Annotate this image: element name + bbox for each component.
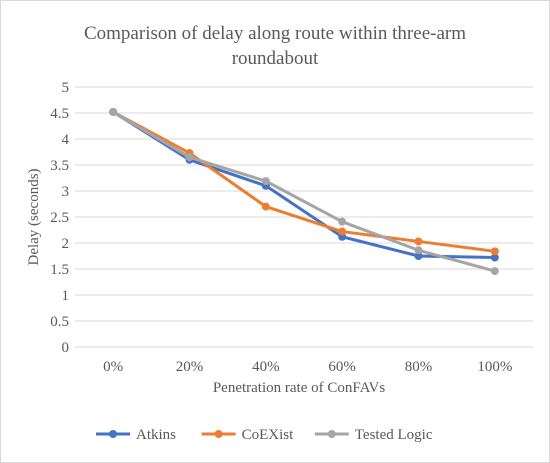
data-point (338, 227, 347, 236)
legend: Atkins CoEXist Tested Logic (96, 427, 433, 443)
chart-title-line-2: roundabout (232, 48, 319, 69)
y-tick-label: 3 (62, 184, 70, 200)
x-tick-label: 0% (103, 359, 123, 375)
y-tick-label: 3.5 (50, 158, 69, 174)
data-point (414, 246, 423, 255)
data-point (414, 252, 423, 260)
y-tick-label: 1 (62, 288, 70, 304)
data-point (185, 153, 194, 162)
legend-label: CoEXist (242, 427, 295, 443)
y-tick-label: 4 (62, 132, 70, 148)
y-tick-label: 2 (62, 236, 70, 252)
legend-label: Tested Logic (355, 427, 433, 443)
x-tick-label: 80% (405, 359, 433, 375)
series-line (111, 110, 497, 260)
y-tick-label: 0.5 (50, 314, 69, 330)
y-tick-label: 0 (62, 340, 70, 356)
chart-title: Comparison of delay along route within t… (84, 23, 466, 69)
series-coexist (109, 107, 499, 256)
data-point (338, 217, 347, 226)
data-point (109, 107, 118, 116)
y-tick-label: 1.5 (50, 262, 69, 278)
y-tick-label: 4.5 (50, 106, 69, 122)
y-axis-title: Delay (seconds) (26, 168, 42, 265)
chart-title-line-1: Comparison of delay along route within t… (84, 23, 466, 44)
series-line (111, 110, 497, 253)
legend-label: Atkins (136, 427, 176, 443)
legend-swatch-marker (109, 430, 117, 438)
legend-item: Tested Logic (314, 427, 433, 443)
x-tick-label: 40% (252, 359, 280, 375)
legend-item: Atkins (96, 427, 176, 443)
data-point (261, 202, 270, 211)
x-axis-ticks: 0% 20% 40% 60% 80% 100% (103, 359, 512, 375)
legend-swatch-marker (327, 430, 336, 438)
series-tested-logic (109, 107, 499, 276)
legend-swatch-marker (214, 430, 223, 438)
series-line (111, 110, 497, 273)
series-lines (109, 107, 499, 276)
data-point (490, 253, 499, 262)
data-point (414, 237, 423, 246)
x-axis-title: Penetration rate of ConFAVs (213, 380, 386, 396)
x-tick-label: 20% (176, 359, 204, 375)
series-atkins (109, 107, 499, 262)
y-tick-label: 2.5 (50, 210, 69, 226)
y-axis-ticks: 0 0.5 1 1.5 2 2.5 3 3.5 4 4.5 5 (50, 80, 69, 356)
x-tick-label: 100% (477, 359, 512, 375)
gridlines (75, 86, 533, 348)
data-point (261, 177, 270, 186)
data-point (490, 247, 499, 256)
data-point (490, 267, 499, 276)
legend-item: CoEXist (201, 427, 295, 443)
x-tick-label: 60% (328, 359, 356, 375)
y-tick-label: 5 (62, 80, 70, 96)
